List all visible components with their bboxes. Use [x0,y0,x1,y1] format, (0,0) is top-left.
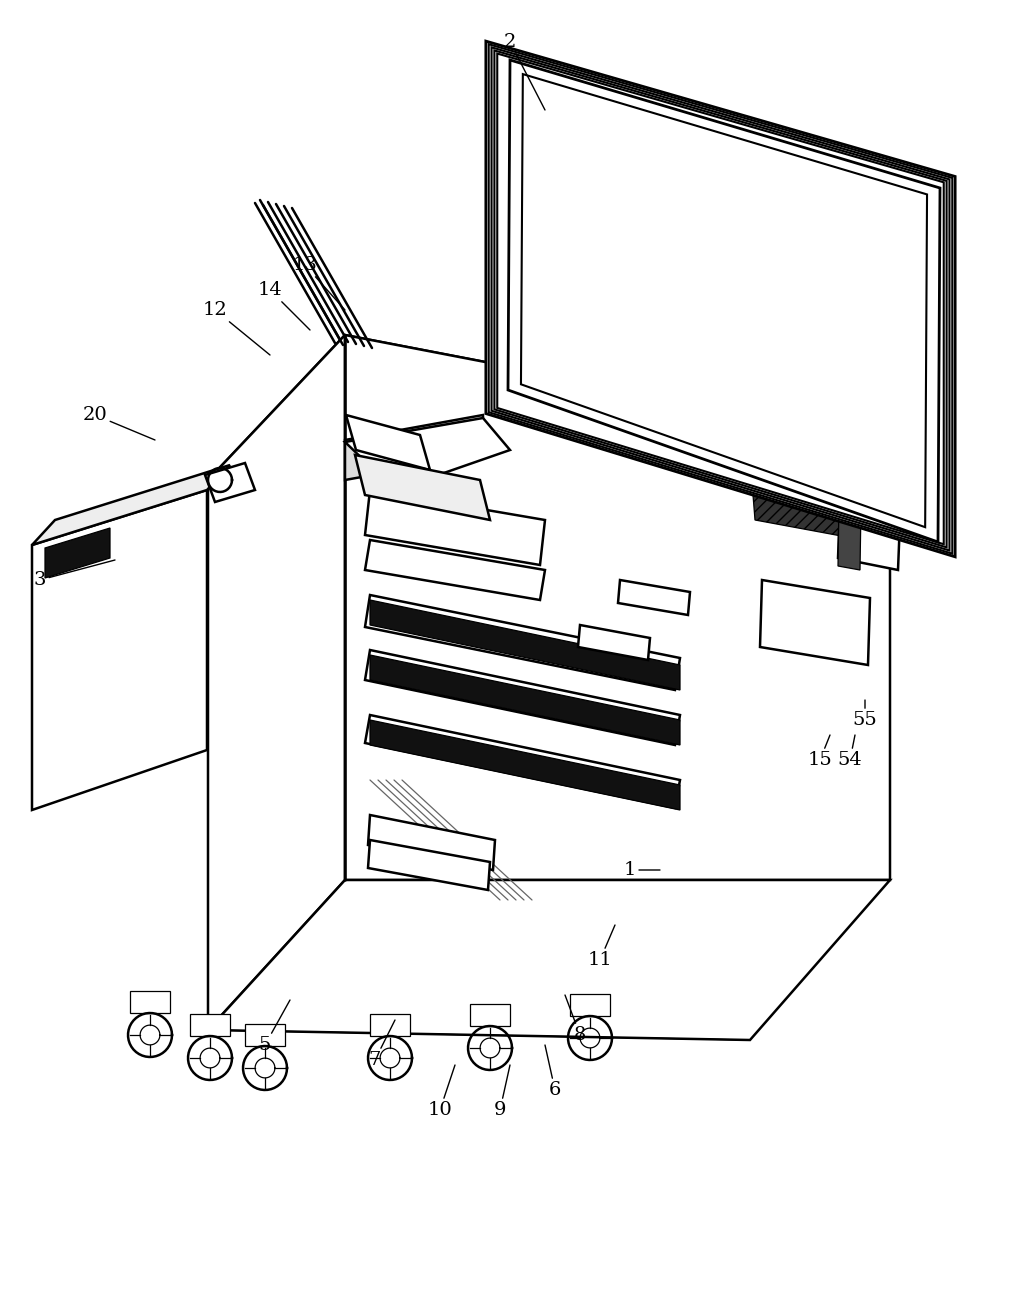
Polygon shape [365,540,545,601]
Polygon shape [368,815,495,870]
Polygon shape [345,415,483,480]
Text: 8: 8 [565,994,586,1044]
Polygon shape [489,44,953,554]
Polygon shape [838,439,900,510]
Polygon shape [130,991,170,1013]
Polygon shape [370,601,680,690]
Polygon shape [368,840,490,891]
Polygon shape [491,47,950,550]
Polygon shape [370,655,680,745]
Text: 14: 14 [258,281,310,330]
Polygon shape [45,528,110,578]
Polygon shape [838,508,900,569]
Text: 5: 5 [259,1000,290,1054]
Text: 3: 3 [34,560,115,589]
Text: 20: 20 [83,406,155,439]
Polygon shape [365,490,545,566]
Text: 7: 7 [369,1020,395,1069]
Polygon shape [838,439,862,569]
Polygon shape [578,625,650,660]
Polygon shape [508,60,940,542]
Polygon shape [497,53,944,545]
Polygon shape [346,415,430,471]
Polygon shape [365,650,680,745]
Polygon shape [365,715,680,809]
Polygon shape [208,335,345,1030]
Polygon shape [246,1024,284,1046]
Text: 54: 54 [838,734,862,770]
Polygon shape [355,455,490,520]
Polygon shape [618,580,690,615]
Polygon shape [494,51,947,547]
Polygon shape [32,465,230,545]
Polygon shape [486,42,955,556]
Polygon shape [370,720,680,810]
Polygon shape [345,419,510,490]
Text: 10: 10 [428,1065,455,1119]
Polygon shape [208,880,890,1040]
Polygon shape [521,74,927,528]
Text: 1: 1 [624,861,660,879]
Text: 9: 9 [494,1065,510,1119]
Text: 15: 15 [808,734,833,770]
Polygon shape [345,335,890,880]
Polygon shape [753,495,890,545]
Polygon shape [32,490,207,810]
Polygon shape [370,1014,410,1036]
Text: 11: 11 [588,926,615,968]
Text: 55: 55 [853,699,877,729]
Polygon shape [470,1004,510,1026]
Text: 6: 6 [545,1045,561,1098]
Polygon shape [205,463,255,502]
Polygon shape [571,994,609,1017]
Polygon shape [208,335,890,580]
Text: 2: 2 [503,32,545,110]
Text: 12: 12 [203,302,270,355]
Polygon shape [191,1014,230,1036]
Polygon shape [760,580,870,666]
Text: 13: 13 [292,256,345,309]
Polygon shape [365,595,680,690]
